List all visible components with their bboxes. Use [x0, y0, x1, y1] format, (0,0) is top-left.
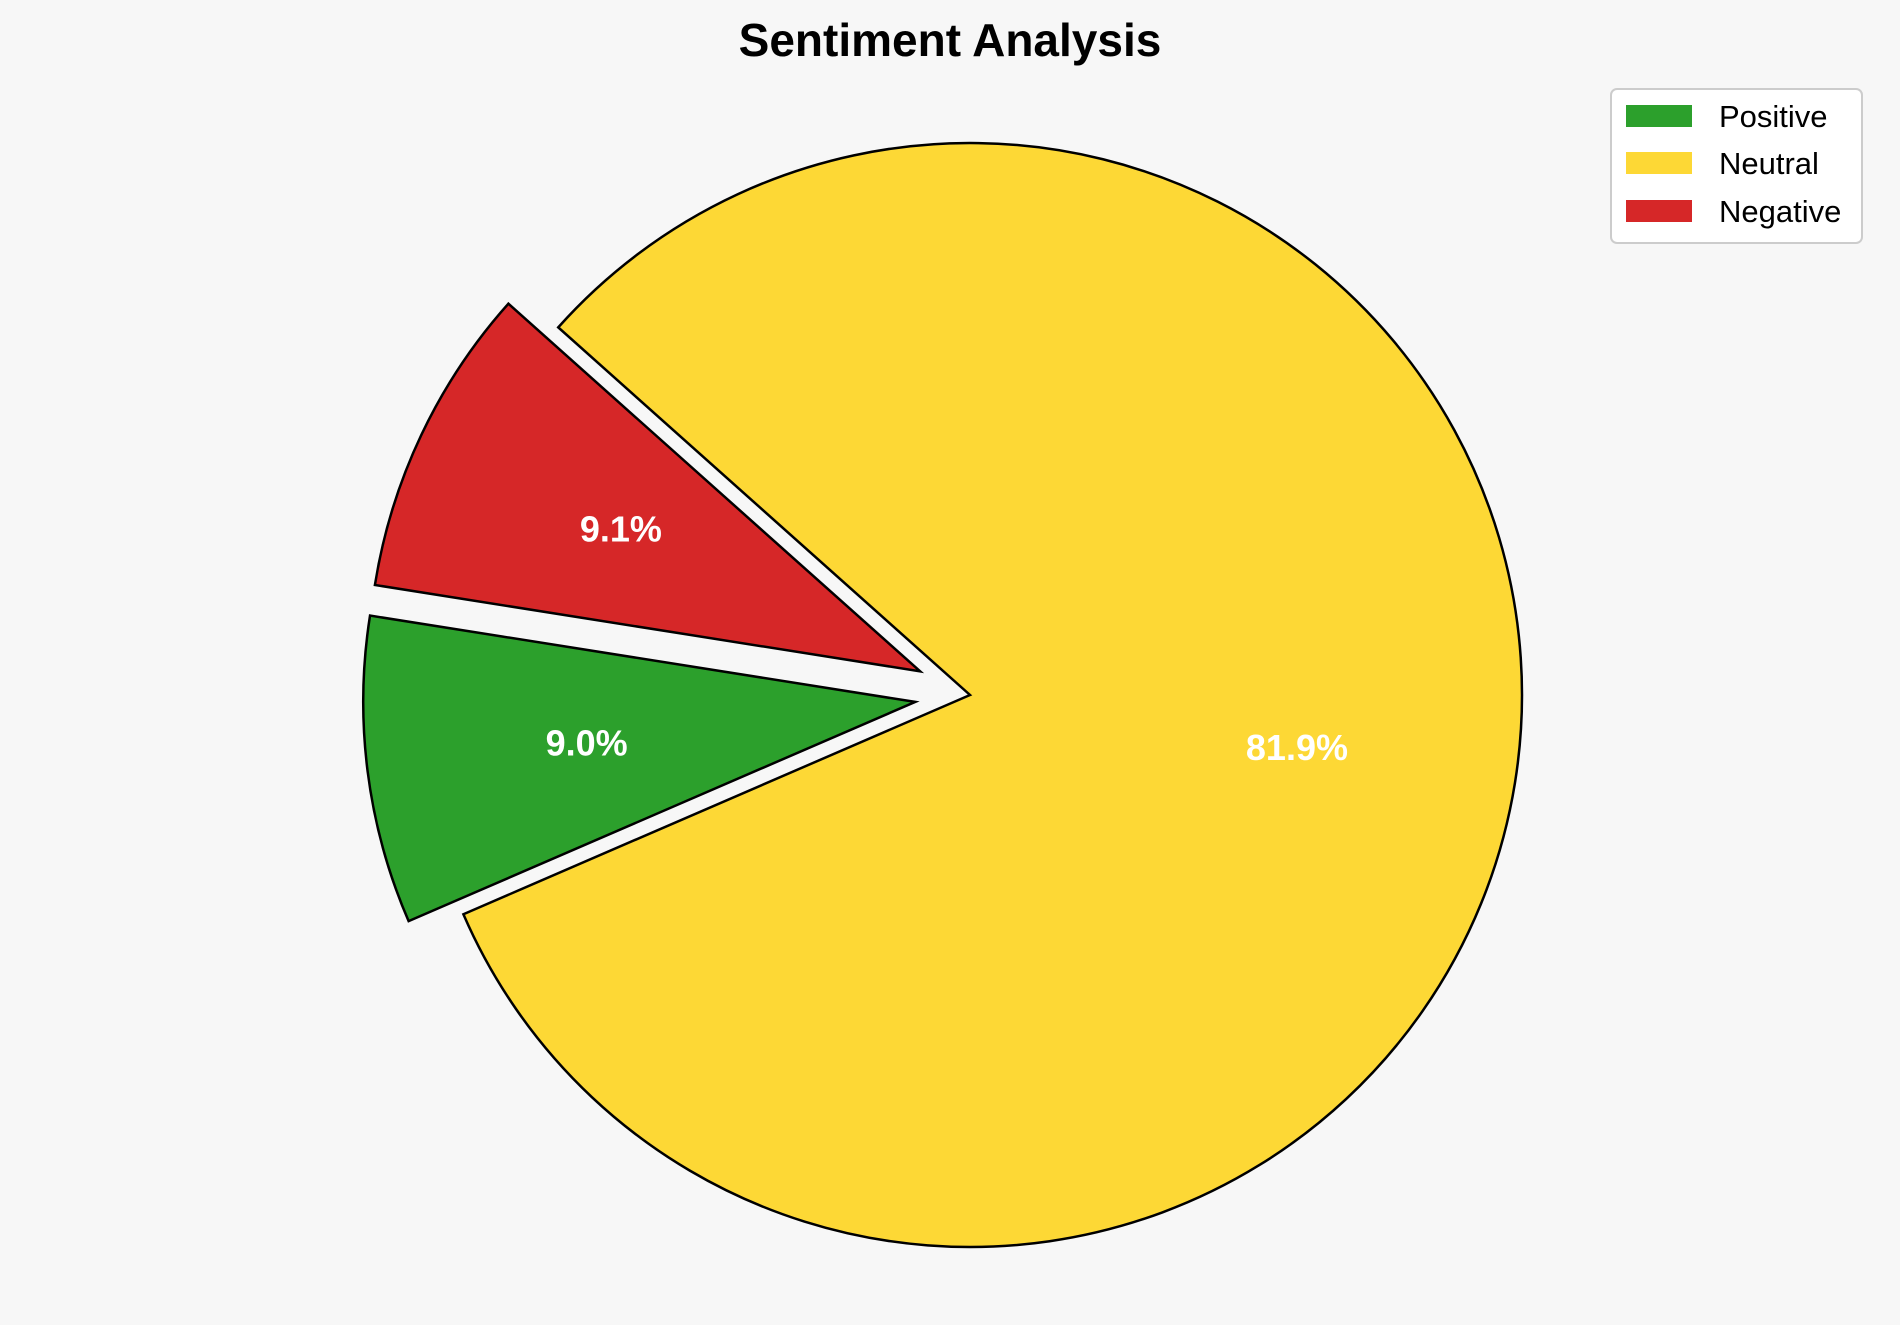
legend-swatch-neutral [1626, 152, 1692, 174]
legend-label-positive: Positive [1719, 99, 1828, 134]
legend: Positive Neutral Negative [1610, 88, 1863, 244]
chart-title: Sentiment Analysis [739, 14, 1162, 66]
pie-slices [362, 141, 1524, 1249]
pie-slice-positive [362, 614, 920, 923]
pie-slice-neutral [461, 141, 1524, 1249]
legend-label-neutral: Neutral [1719, 146, 1819, 181]
pie-slice-negative [373, 301, 925, 674]
legend-swatch-negative [1626, 200, 1692, 222]
slice-label-negative: 9.1% [580, 508, 662, 549]
slice-label-neutral: 81.9% [1246, 727, 1348, 768]
slice-label-positive: 9.0% [546, 722, 628, 763]
legend-swatch-positive [1626, 105, 1692, 127]
legend-label-negative: Negative [1719, 194, 1841, 229]
pie-slice-labels: 9.0% 81.9% 9.1% [546, 508, 1348, 767]
